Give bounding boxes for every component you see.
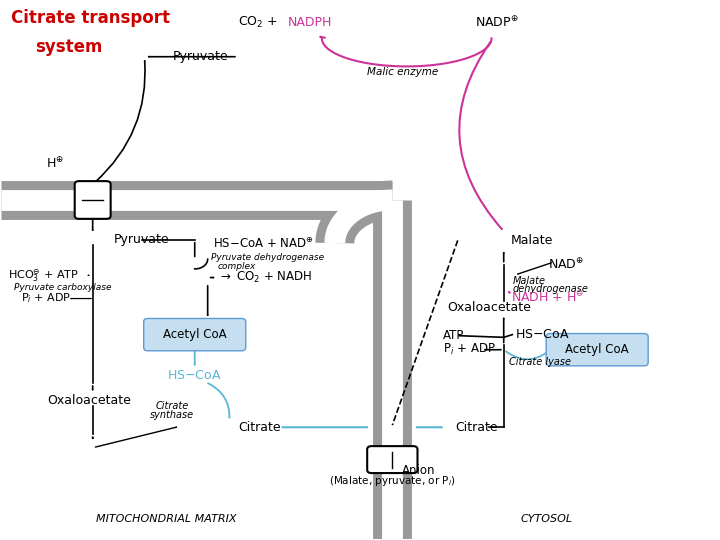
Text: HS$-$CoA + NAD$^{\oplus}$: HS$-$CoA + NAD$^{\oplus}$ <box>213 237 315 252</box>
Text: Oxaloacetate: Oxaloacetate <box>447 301 531 314</box>
Text: Acetyl CoA: Acetyl CoA <box>163 328 227 341</box>
Text: Citrate: Citrate <box>238 421 281 434</box>
Text: (Malate, pyruvate, or P$_i$): (Malate, pyruvate, or P$_i$) <box>329 474 456 488</box>
Text: HS$-$CoA: HS$-$CoA <box>168 368 222 382</box>
Text: NADPH: NADPH <box>288 16 333 29</box>
Text: NADP$^{\oplus}$: NADP$^{\oplus}$ <box>475 15 518 30</box>
Text: Citrate lyase: Citrate lyase <box>509 356 571 367</box>
Text: dehydrogenase: dehydrogenase <box>513 285 588 294</box>
Text: Pyruvate dehydrogenase: Pyruvate dehydrogenase <box>210 253 324 261</box>
Text: ATP: ATP <box>443 329 464 342</box>
Text: MITOCHONDRIAL MATRIX: MITOCHONDRIAL MATRIX <box>96 514 236 524</box>
Text: Pyruvate carboxylase: Pyruvate carboxylase <box>14 283 111 292</box>
Text: Malic enzyme: Malic enzyme <box>367 67 438 77</box>
Text: Acetyl CoA: Acetyl CoA <box>565 343 629 356</box>
Text: CYTOSOL: CYTOSOL <box>521 514 573 524</box>
Text: HS$-$CoA: HS$-$CoA <box>515 328 569 341</box>
Text: P$_i$ + ADP: P$_i$ + ADP <box>443 342 495 357</box>
Text: Citrate: Citrate <box>155 401 189 411</box>
Text: synthase: synthase <box>150 410 194 421</box>
Text: Citrate transport: Citrate transport <box>12 9 171 27</box>
FancyBboxPatch shape <box>367 446 418 473</box>
Text: CO$_2$ +: CO$_2$ + <box>238 15 279 30</box>
Text: NADH + H$^{\ominus}$: NADH + H$^{\ominus}$ <box>511 289 584 305</box>
Text: Malate: Malate <box>511 234 553 247</box>
Text: system: system <box>35 38 102 56</box>
Text: Malate: Malate <box>513 276 545 286</box>
Text: P$_i$ + ADP: P$_i$ + ADP <box>21 292 71 306</box>
Text: Oxaloacetate: Oxaloacetate <box>48 394 131 407</box>
Text: HCO$_3^{\ominus}$ + ATP: HCO$_3^{\ominus}$ + ATP <box>8 267 79 284</box>
Text: Pyruvate: Pyruvate <box>173 50 228 63</box>
Text: Citrate: Citrate <box>455 421 498 434</box>
FancyBboxPatch shape <box>546 334 648 366</box>
Text: Anion: Anion <box>402 464 435 477</box>
FancyBboxPatch shape <box>75 181 111 219</box>
FancyBboxPatch shape <box>144 319 246 351</box>
Text: NAD$^{\oplus}$: NAD$^{\oplus}$ <box>548 257 585 272</box>
Text: complex: complex <box>217 262 256 271</box>
Text: Pyruvate: Pyruvate <box>114 233 170 246</box>
Text: $\rightarrow$ CO$_2$ + NADH: $\rightarrow$ CO$_2$ + NADH <box>217 270 312 285</box>
Text: H$^{\oplus}$: H$^{\oplus}$ <box>46 156 64 171</box>
